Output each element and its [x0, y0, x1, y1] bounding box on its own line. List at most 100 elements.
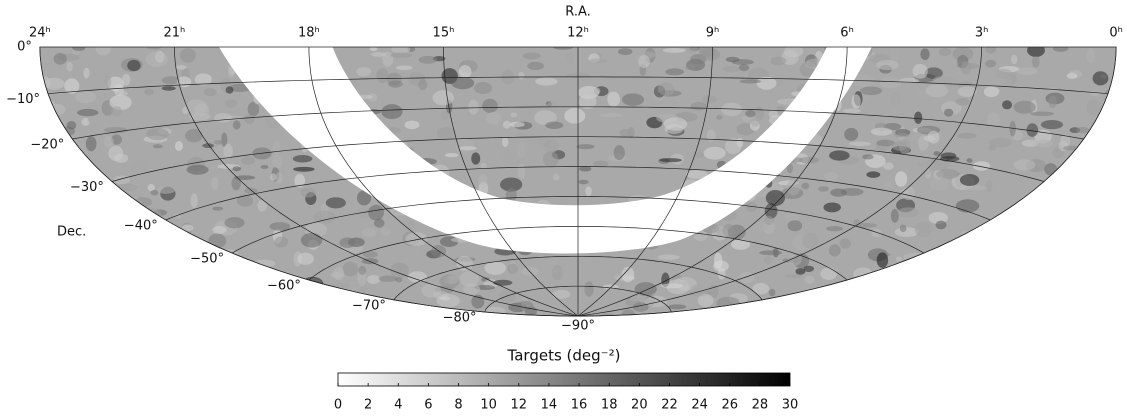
density-patch — [259, 295, 272, 309]
density-patch — [867, 299, 878, 312]
density-patch — [311, 301, 322, 315]
density-patch — [1063, 287, 1078, 298]
density-patch — [1002, 100, 1013, 110]
density-patch — [1026, 123, 1039, 137]
density-patch — [1059, 295, 1081, 306]
density-patch — [893, 265, 910, 270]
density-patch — [1014, 248, 1021, 262]
density-patch — [150, 189, 159, 196]
density-patch — [333, 267, 345, 281]
density-patch — [545, 121, 564, 130]
density-patch — [854, 223, 878, 228]
density-patch — [787, 220, 803, 232]
density-patch — [876, 139, 896, 147]
density-patch — [752, 222, 768, 232]
density-patch — [685, 64, 695, 71]
parallel — [165, 166, 991, 221]
density-patch — [444, 152, 459, 158]
density-patch — [516, 300, 534, 311]
density-patch — [1088, 217, 1109, 227]
density-patch — [1024, 207, 1036, 221]
density-patch — [995, 285, 1008, 295]
density-patch — [844, 127, 859, 141]
density-patch — [213, 140, 224, 145]
density-patch — [764, 203, 778, 219]
dec-label: −60° — [267, 279, 301, 294]
density-patch — [165, 294, 180, 300]
density-patch — [685, 169, 708, 179]
density-patch — [501, 137, 509, 148]
density-patch — [1089, 90, 1101, 96]
density-patch — [722, 223, 735, 238]
density-patch — [890, 208, 899, 223]
density-patch — [81, 117, 90, 126]
density-patch — [87, 117, 99, 124]
density-patch — [768, 288, 776, 297]
density-patch — [699, 48, 721, 61]
density-patch — [900, 274, 916, 282]
density-patch — [1016, 67, 1038, 76]
density-patch — [478, 173, 488, 185]
density-patch — [661, 272, 670, 288]
density-patch — [49, 104, 66, 115]
density-patch — [1086, 258, 1106, 274]
density-patch — [404, 120, 420, 130]
density-patch — [596, 97, 604, 108]
density-patch — [915, 295, 931, 309]
dec-label: −30° — [70, 180, 104, 195]
density-patch — [502, 120, 511, 129]
density-patch — [953, 294, 975, 307]
density-patch — [1055, 269, 1066, 283]
density-patch — [389, 52, 413, 58]
density-patch — [578, 179, 589, 185]
density-patch — [300, 187, 316, 198]
density-patch — [216, 281, 236, 290]
density-patch — [86, 166, 97, 175]
density-patch — [987, 239, 1003, 256]
density-patch — [119, 91, 128, 96]
density-patch — [585, 186, 592, 197]
density-patch — [146, 128, 169, 141]
density-patch — [395, 277, 403, 283]
density-patch — [746, 201, 758, 213]
colorbar-tick-label: 6 — [424, 398, 432, 413]
map-outline — [39, 46, 1117, 317]
density-patch — [418, 55, 438, 64]
density-patch — [293, 166, 315, 172]
density-patch — [891, 141, 908, 151]
parallel — [72, 106, 1084, 140]
density-patch — [363, 251, 378, 258]
density-patch — [270, 173, 277, 181]
density-patch — [480, 162, 487, 169]
density-patch — [39, 216, 49, 229]
density-patch — [299, 310, 311, 316]
density-patch — [72, 47, 86, 51]
ra-label: 3ʰ — [975, 26, 989, 41]
density-patch — [518, 71, 525, 80]
density-patch — [134, 307, 151, 313]
colorbar-tick-label: 12 — [511, 398, 528, 413]
density-patch — [53, 52, 67, 65]
density-patch — [989, 220, 1006, 231]
density-patch — [110, 106, 123, 117]
density-patch — [39, 47, 51, 58]
density-patch — [628, 292, 642, 302]
density-patch — [1059, 246, 1067, 251]
density-patch — [897, 207, 920, 218]
density-patch — [439, 296, 451, 301]
density-patch — [553, 47, 574, 50]
density-patch — [904, 278, 919, 285]
density-patch — [703, 146, 726, 160]
density-patch — [451, 76, 475, 90]
colorbar-tick-label: 24 — [691, 398, 708, 413]
density-patch — [992, 229, 1013, 246]
density-patch — [1083, 245, 1105, 256]
density-patch — [853, 219, 860, 226]
density-patch — [236, 194, 254, 207]
density-patch — [675, 172, 687, 184]
density-patch — [697, 293, 714, 307]
density-patch — [249, 265, 263, 272]
density-patch — [972, 161, 991, 171]
density-patch — [998, 88, 1022, 100]
density-patch — [1035, 139, 1054, 148]
